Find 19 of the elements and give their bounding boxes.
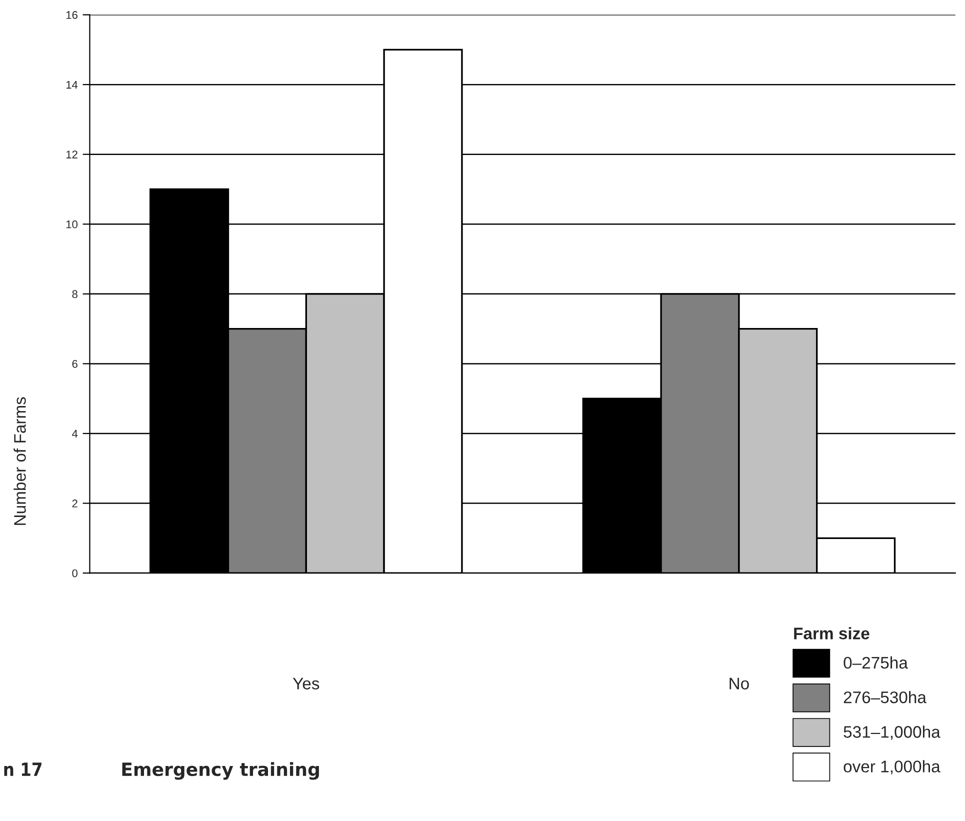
legend-label: 0–275ha bbox=[844, 656, 908, 669]
x-tick-label: Yes bbox=[292, 678, 320, 690]
text: n 17 bbox=[4, 762, 42, 776]
text: Emergency training bbox=[122, 762, 319, 780]
legend-label: 276–530ha bbox=[844, 691, 926, 704]
legend-title: Farm size bbox=[794, 627, 870, 640]
x-tick-label: No bbox=[730, 678, 749, 690]
y-tick-label: 8 bbox=[72, 290, 78, 298]
y-tick-label: 14 bbox=[66, 80, 78, 89]
y-tick-label: 0 bbox=[72, 569, 78, 578]
y-tick-label: 16 bbox=[66, 11, 78, 19]
legend-label: over 1,000ha bbox=[844, 760, 940, 774]
y-tick-label: 2 bbox=[72, 500, 78, 508]
y-tick-label: 10 bbox=[66, 220, 78, 228]
y-tick-label: 6 bbox=[72, 360, 78, 368]
legend-label: 531–1,000ha bbox=[844, 726, 940, 740]
y-axis-title: Number of Farms bbox=[14, 397, 26, 525]
y-tick-label: 4 bbox=[72, 430, 78, 438]
y-tick-label: 12 bbox=[66, 150, 78, 158]
